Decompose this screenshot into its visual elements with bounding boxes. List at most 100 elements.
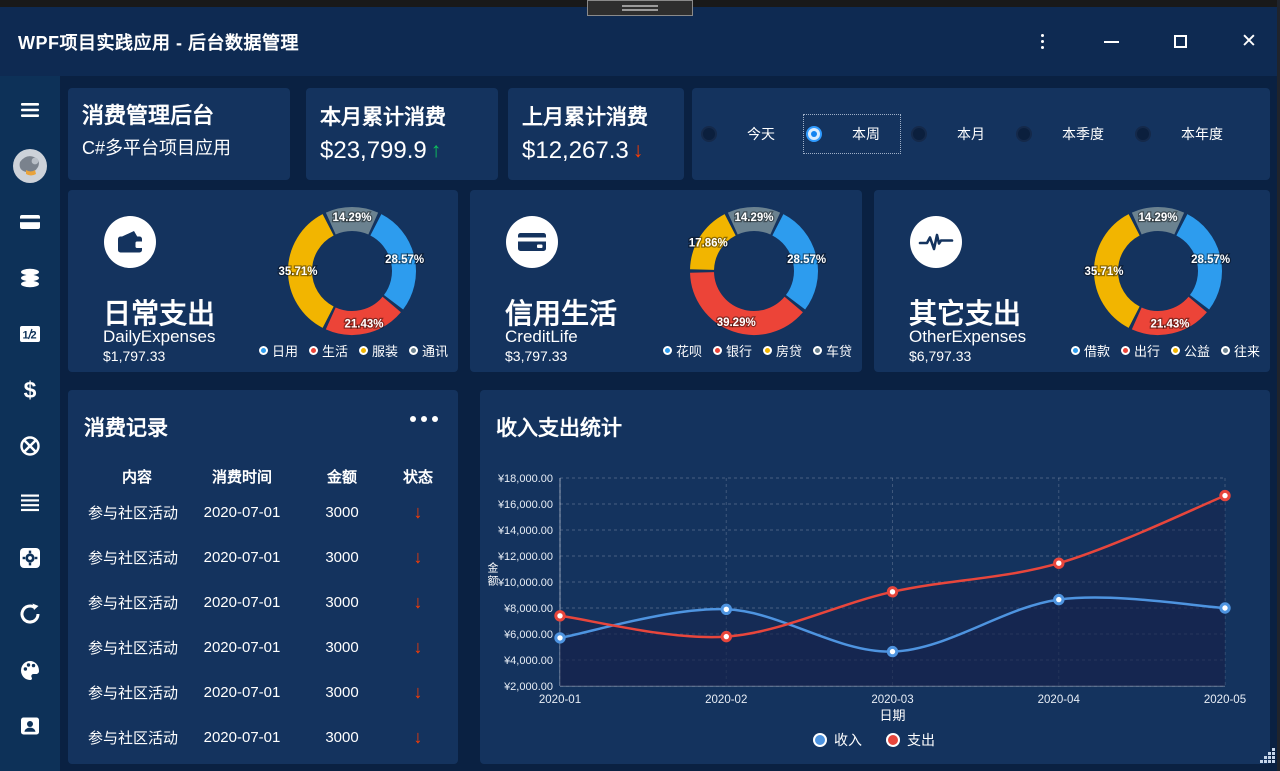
sidebar-item-theme[interactable]	[0, 642, 60, 698]
close-button[interactable]: ✕	[1238, 31, 1260, 53]
svg-text:28.57%: 28.57%	[787, 254, 826, 266]
sidebar-item-contact[interactable]	[0, 698, 60, 754]
donut-chart: 14.29% 28.57% 39.29% 17.86%	[688, 207, 827, 335]
record-time: 2020-07-01	[203, 594, 281, 611]
legend-item[interactable]: 银行	[712, 341, 752, 360]
record-time: 2020-07-01	[203, 639, 281, 656]
expense-subtitle: CreditLife	[505, 327, 578, 346]
record-time: 2020-07-01	[203, 549, 281, 566]
sidebar-item-dollar[interactable]: $	[0, 362, 60, 418]
sidebar-item-settings[interactable]	[0, 530, 60, 586]
legend-item[interactable]: 车贷	[812, 341, 852, 360]
period-option-3[interactable]: 本季度	[1013, 114, 1125, 154]
svg-text:1: 1	[22, 330, 28, 342]
donut-legend: 花呗 银行 房贷 车贷	[662, 341, 852, 360]
pulse-icon	[910, 216, 962, 273]
stats-title: 收入支出统计	[496, 417, 622, 440]
table-row[interactable]: 参与社区活动 2020-07-01 3000 ↓	[68, 535, 458, 580]
record-content: 参与社区活动	[88, 685, 179, 702]
period-option-0[interactable]: 今天	[698, 114, 796, 154]
svg-text:¥6,000.00: ¥6,000.00	[503, 629, 553, 641]
maximize-button[interactable]	[1169, 31, 1191, 53]
record-content: 参与社区活动	[88, 730, 179, 747]
previous-month-card: 上月累计消费 $12,267.3 ↓	[508, 88, 684, 180]
legend-item[interactable]: 借款	[1070, 341, 1110, 360]
resize-grip[interactable]	[1260, 748, 1276, 769]
legend-item[interactable]: 日用	[258, 341, 298, 360]
svg-text:¥4,000.00: ¥4,000.00	[503, 655, 553, 667]
legend-item[interactable]: 房贷	[762, 341, 802, 360]
sidebar-item-atom[interactable]	[0, 418, 60, 474]
legend-item[interactable]: 公益	[1170, 341, 1210, 360]
record-time: 2020-07-01	[203, 684, 281, 701]
legend-dot-icon	[1220, 346, 1230, 355]
brand-subtitle: C#多平台项目应用	[82, 137, 232, 158]
column-header: 内容	[121, 468, 152, 486]
donut-legend: 日用 生活 服装 通讯	[258, 341, 448, 360]
svg-text:2020-02: 2020-02	[705, 694, 747, 706]
sidebar-item-menu[interactable]	[0, 82, 60, 138]
svg-text:¥14,000.00: ¥14,000.00	[497, 525, 553, 537]
svg-text:日期: 日期	[879, 708, 905, 723]
sidebar-item-cards[interactable]	[0, 194, 60, 250]
sidebar-item-database[interactable]	[0, 250, 60, 306]
radio-icon	[701, 126, 717, 142]
expense-amount: $3,797.33	[505, 348, 568, 364]
legend-item[interactable]: 生活	[308, 341, 348, 360]
radio-icon	[1135, 126, 1151, 142]
column-header: 消费时间	[211, 468, 272, 486]
record-amount: 3000	[325, 639, 359, 656]
table-row[interactable]: 参与社区活动 2020-07-01 3000 ↓	[68, 670, 458, 715]
svg-text:2020-01: 2020-01	[539, 694, 581, 706]
y-axis-label: 金额	[486, 562, 498, 588]
legend-item[interactable]: 花呗	[662, 341, 702, 360]
legend-item[interactable]: 服装	[358, 341, 398, 360]
minimize-button[interactable]	[1100, 31, 1122, 53]
record-amount: 3000	[325, 729, 359, 746]
records-header: 内容 消费时间 金额 状态	[68, 462, 458, 490]
legend-item[interactable]: 出行	[1120, 341, 1160, 360]
table-row[interactable]: 参与社区活动 2020-07-01 3000 ↓	[68, 580, 458, 625]
maximize-icon	[1173, 35, 1187, 48]
svg-text:2020-05: 2020-05	[1204, 694, 1246, 706]
legend-dot-icon	[1170, 346, 1180, 355]
table-row[interactable]: 参与社区活动 2020-07-01 3000 ↓	[68, 490, 458, 535]
svg-text:14.29%: 14.29%	[734, 212, 773, 224]
svg-text:¥12,000.00: ¥12,000.00	[497, 551, 553, 563]
table-row[interactable]: 参与社区活动 2020-07-01 3000 ↓	[68, 625, 458, 670]
expense-amount: $1,797.33	[103, 348, 166, 364]
record-amount: 3000	[325, 594, 359, 611]
period-option-2[interactable]: 本月	[908, 114, 1006, 154]
titlebar: WPF项目实践应用 - 后台数据管理 ✕	[0, 7, 1280, 76]
legend-dot-icon	[812, 346, 822, 355]
sidebar-item-profile[interactable]	[0, 138, 60, 194]
period-option-1[interactable]: 本周	[803, 114, 901, 154]
table-row[interactable]: 参与社区活动 2020-07-01 3000 ↓	[68, 715, 458, 760]
window-title: WPF项目实践应用 - 后台数据管理	[18, 32, 299, 53]
donut-chart: 14.29% 28.57% 21.43% 35.71%	[1083, 207, 1231, 335]
window-menu-button[interactable]	[1031, 31, 1053, 53]
svg-text:14.29%: 14.29%	[1138, 212, 1177, 224]
radio-icon	[1016, 126, 1032, 142]
ellipsis-menu-icon[interactable]	[410, 416, 438, 422]
list-icon	[21, 494, 39, 512]
chart-legend-item[interactable]: 支出	[888, 730, 935, 750]
status-down-icon: ↓	[413, 727, 423, 747]
sidebar-item-list[interactable]	[0, 474, 60, 530]
settings-icon	[20, 548, 40, 568]
svg-text:¥2,000.00: ¥2,000.00	[503, 681, 553, 693]
legend-circle-icon	[888, 735, 898, 745]
brand-card: 消费管理后台 C#多平台项目应用	[68, 88, 290, 180]
legend-item[interactable]: 通讯	[408, 341, 448, 360]
period-option-4[interactable]: 本年度	[1132, 114, 1244, 154]
expense-amount: $6,797.33	[909, 348, 972, 364]
legend-item[interactable]: 往来	[1220, 341, 1260, 360]
screen-capture-handle[interactable]	[587, 0, 693, 16]
previous-month-value: $12,267.3	[522, 137, 629, 164]
chart-legend-item[interactable]: 收入	[815, 730, 862, 750]
legend-dot-icon	[1070, 346, 1080, 355]
sidebar-item-sync[interactable]	[0, 586, 60, 642]
current-month-label: 本月累计消费	[320, 106, 446, 129]
